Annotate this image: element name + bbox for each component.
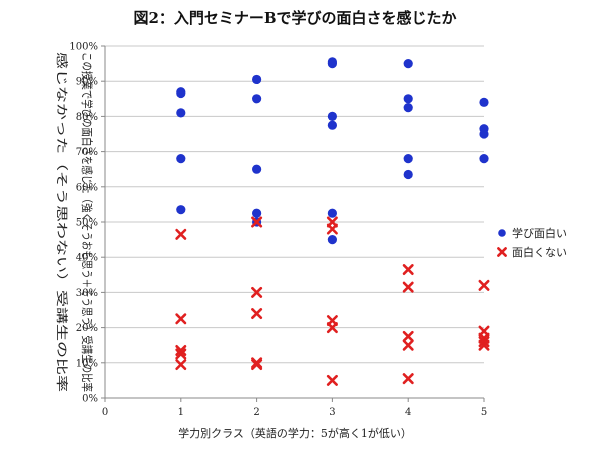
- x-tick-label: 4: [405, 407, 411, 418]
- data-point-cross: [175, 228, 187, 240]
- data-point-cross: [175, 313, 187, 325]
- y-tick-label: 30%: [76, 288, 98, 299]
- data-point-cross: [402, 281, 414, 293]
- data-point-cross: [478, 279, 490, 291]
- data-point-circle: [252, 94, 262, 104]
- data-point-circle: [176, 108, 186, 118]
- data-point-circle: [252, 208, 262, 218]
- legend-marker: [498, 229, 506, 237]
- y-axis-label: この授業で学びの面白さを感じた（強くそうおも思う＋そう思う）受講生の比率感じなか…: [55, 52, 94, 392]
- data-point-circle: [479, 97, 489, 107]
- y-axis-label-line: この授業で学びの面白さを感じた（強くそうおも思う＋そう思う）受講生の比率: [80, 52, 94, 392]
- data-point-cross: [402, 330, 414, 342]
- chart-title: 図2：入門セミナーBで学びの面白さを感じたか: [133, 9, 456, 27]
- y-axis-label-line: 感じなかった（そう思わない）受講生の比率: [55, 52, 69, 392]
- data-point-cross: [478, 336, 490, 348]
- data-point-circle: [176, 154, 186, 164]
- data-point-cross: [402, 339, 414, 351]
- y-tick-labels: 0% 10% 20% 30% 40% 50% 60% 70% 80% 90% 100%: [69, 42, 98, 405]
- y-tick-label: 20%: [76, 323, 98, 334]
- x-axis-label: 学力別クラス（英語の学力：5が高く1が低い）: [178, 426, 412, 440]
- y-tick-label: 0%: [82, 394, 98, 405]
- y-tick-label: 80%: [76, 112, 98, 123]
- data-point-cross: [175, 344, 187, 356]
- data-point-circle: [176, 205, 186, 215]
- axes: [104, 46, 485, 402]
- data-point-cross: [326, 374, 338, 386]
- data-point-circle: [403, 94, 413, 104]
- data-point-cross: [402, 373, 414, 385]
- x-tick-labels: 0 1 2 3 4 5: [102, 407, 487, 418]
- data-point-circle: [327, 59, 337, 69]
- data-point-circle: [327, 208, 337, 218]
- data-point-cross: [175, 359, 187, 371]
- data-point-cross: [251, 308, 263, 320]
- y-tick-label: 90%: [76, 77, 98, 88]
- x-tick-label: 2: [253, 407, 259, 418]
- data-points: [175, 57, 490, 386]
- data-point-cross: [326, 223, 338, 235]
- y-tick-label: 100%: [69, 42, 98, 53]
- series-1: [176, 57, 489, 245]
- data-point-cross: [326, 322, 338, 334]
- data-point-circle: [327, 235, 337, 245]
- y-tick-label: 60%: [76, 182, 98, 193]
- data-point-circle: [403, 154, 413, 164]
- x-tick-label: 3: [329, 407, 335, 418]
- x-tick-label: 5: [481, 407, 487, 418]
- legend-marker: [497, 247, 507, 257]
- data-point-circle: [327, 111, 337, 121]
- y-tick-label: 40%: [76, 253, 98, 264]
- y-tick-label: 70%: [76, 147, 98, 158]
- data-point-cross: [175, 348, 187, 360]
- data-point-circle: [403, 59, 413, 69]
- grid-lines: [101, 45, 484, 399]
- data-point-cross: [478, 339, 490, 351]
- data-point-cross: [251, 286, 263, 298]
- legend-label: 学び面白い: [512, 226, 567, 240]
- data-point-circle: [479, 154, 489, 164]
- y-tick-label: 10%: [76, 358, 98, 369]
- data-point-cross: [251, 216, 263, 228]
- y-tick-label: 50%: [76, 218, 98, 229]
- series-2: [175, 216, 490, 386]
- x-tick-label: 1: [178, 407, 184, 418]
- data-point-cross: [402, 264, 414, 276]
- data-point-circle: [252, 74, 262, 85]
- x-tick-label: 0: [102, 407, 108, 418]
- legend-label: 面白くない: [512, 245, 567, 259]
- data-point-cross: [251, 359, 263, 371]
- data-point-circle: [327, 120, 337, 130]
- data-point-circle: [403, 103, 413, 113]
- data-point-circle: [176, 88, 186, 99]
- data-point-circle: [403, 169, 413, 180]
- data-point-circle: [479, 129, 489, 139]
- data-point-circle: [252, 164, 262, 174]
